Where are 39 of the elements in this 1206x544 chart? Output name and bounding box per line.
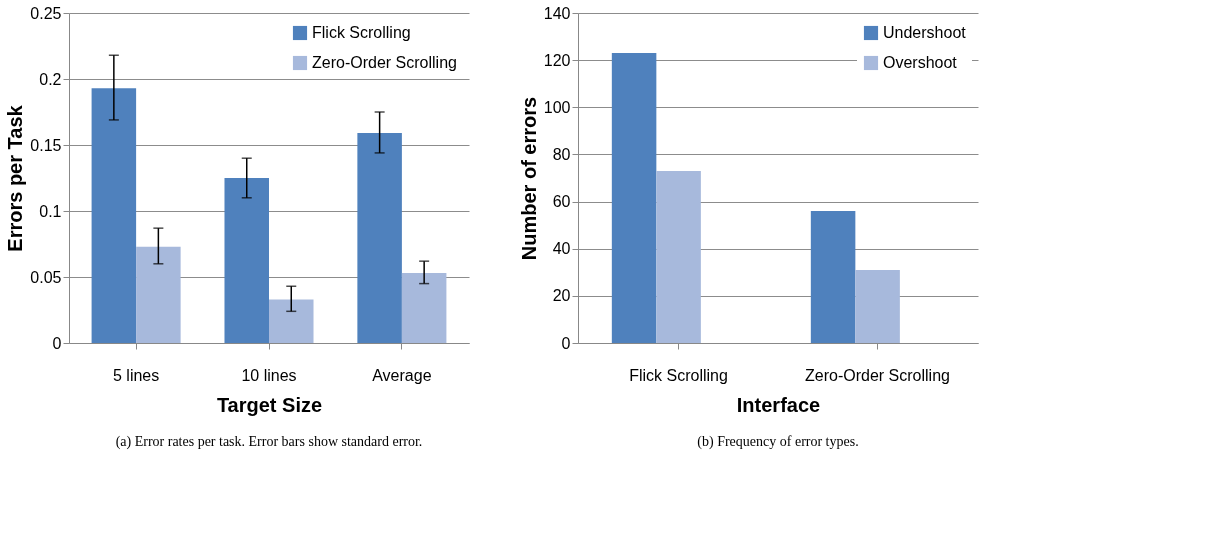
y-tick-label: 40 [552,240,571,258]
y-axis-title: Number of errors [517,96,540,261]
y-axis-title: Errors per Task [4,104,27,252]
x-axis-title: Target Size [216,393,323,416]
x-tick-label: 5 lines [112,366,160,384]
y-tick-label: 20 [552,287,571,305]
x-tick-label: 10 lines [241,366,297,384]
legend-label: Overshoot [883,54,958,71]
bar [91,88,137,343]
text: (a) Error rates per task. Error bars show standard error. [115,434,423,450]
y-tick-label: 0.15 [30,136,62,154]
y-tick-label: 80 [552,145,571,163]
x-tick-label: Flick Scrolling [629,366,728,384]
y-tick-label: 140 [543,4,571,22]
bar [656,170,701,343]
bar [136,246,181,343]
bar [224,178,269,343]
y-tick-label: 0 [52,334,62,352]
y-tick-label: 60 [552,193,571,211]
legend-label: Undershoot [883,24,967,41]
bar [357,133,402,343]
y-tick-label: 100 [543,98,571,116]
x-tick-label: Average [372,366,432,384]
text: (b) Frequency of error types. [697,434,859,450]
x-axis-title: Interface [736,393,821,416]
y-tick-label: 0.1 [39,202,62,220]
bar [855,269,900,343]
legend-label: Flick Scrolling [312,24,411,41]
y-tick-label: 0 [561,334,571,352]
bar [401,273,447,343]
y-tick-label: 0.25 [30,4,62,22]
x-tick-label: Zero-Order Scrolling [805,366,950,384]
bar [269,299,314,343]
bar [611,53,657,343]
legend-label: Zero-Order Scrolling [312,54,457,71]
y-tick-label: 0.2 [39,70,62,88]
y-tick-label: 0.05 [30,268,62,286]
bar [810,211,856,343]
y-tick-label: 120 [543,51,571,69]
